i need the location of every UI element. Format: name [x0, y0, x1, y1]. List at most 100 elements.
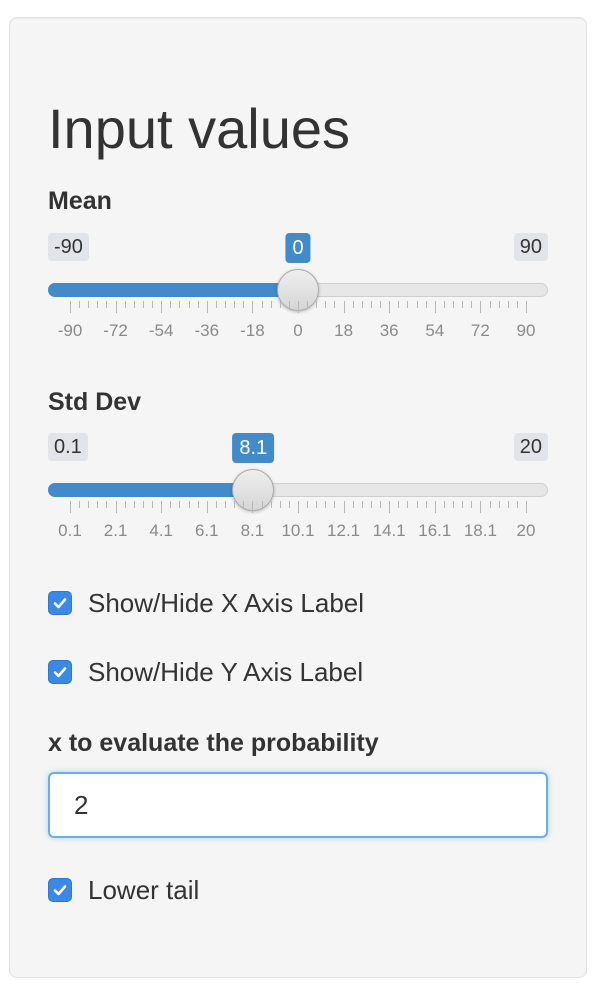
sd-minor-tick — [106, 501, 108, 508]
mean-minor-tick — [443, 301, 445, 308]
mean-minor-tick — [288, 301, 290, 308]
mean-minor-tick — [498, 301, 500, 308]
sd-minor-tick — [516, 501, 518, 508]
mean-major-tick — [298, 301, 299, 313]
mean-minor-tick — [261, 301, 263, 308]
sd-minor-tick — [152, 501, 154, 508]
sd-value-label: 8.1 — [232, 433, 275, 463]
mean-major-tick — [480, 301, 482, 313]
y-axis-label-checkbox-row[interactable]: Show/Hide Y Axis Label — [48, 657, 363, 687]
mean-minor-tick — [106, 301, 108, 308]
mean-tick-label: 54 — [425, 321, 445, 340]
mean-slider-fill — [48, 283, 298, 297]
x-axis-label-checkbox[interactable] — [48, 591, 72, 615]
mean-minor-tick — [197, 301, 199, 308]
lower-tail-checkbox[interactable] — [48, 878, 72, 902]
sd-minor-tick — [261, 501, 263, 508]
mean-minor-tick — [279, 301, 281, 308]
sd-tick-label: 10.1 — [281, 521, 315, 540]
mean-tick-label: 18 — [334, 321, 354, 340]
mean-minor-tick — [453, 301, 455, 308]
sd-major-tick — [389, 501, 391, 513]
sd-minor-tick — [462, 501, 464, 508]
mean-major-tick — [161, 301, 163, 313]
sd-tick-label: 16.1 — [418, 521, 452, 540]
mean-value-label: 0 — [285, 233, 311, 263]
sd-minor-tick — [279, 501, 281, 508]
mean-slider[interactable]: -90 90 0 -90 -72 -54 -36 -18 0 18 36 54 72 90 — [48, 233, 548, 353]
sd-minor-tick — [380, 501, 382, 508]
sd-minor-tick — [288, 501, 290, 508]
sd-minor-tick — [88, 501, 90, 508]
sd-minor-tick — [215, 501, 217, 508]
sd-minor-tick — [188, 501, 190, 508]
mean-minor-tick — [215, 301, 217, 308]
x-input-label: x to evaluate the probability — [48, 729, 379, 757]
mean-minor-tick — [462, 301, 464, 308]
mean-minor-tick — [361, 301, 363, 308]
sd-major-tick — [298, 501, 299, 513]
mean-tick-label: -54 — [148, 321, 174, 340]
sd-minor-tick — [370, 501, 372, 508]
mean-minor-tick — [516, 301, 518, 308]
sd-tick-label: 4.1 — [149, 521, 174, 540]
checkmark-icon — [53, 667, 67, 678]
x-value-input[interactable] — [48, 772, 548, 838]
mean-minor-tick — [407, 301, 409, 308]
std-dev-slider[interactable]: 0.1 20 8.1 0.1 2.1 4.1 6.1 8.1 10.1 12.1 14.1 16… — [48, 433, 548, 553]
sd-minor-tick — [407, 501, 409, 508]
sd-minor-tick — [489, 501, 491, 508]
mean-minor-tick — [88, 301, 90, 308]
sd-major-tick — [526, 501, 527, 513]
sd-minor-tick — [124, 501, 126, 508]
x-axis-label-checkbox-row[interactable]: Show/Hide X Axis Label — [48, 588, 364, 618]
sd-tick-label: 14.1 — [372, 521, 406, 540]
x-axis-label-checkbox-label: Show/Hide X Axis Label — [88, 587, 365, 618]
mean-major-tick — [526, 301, 527, 313]
mean-minor-tick — [352, 301, 354, 308]
sd-tick-label: 6.1 — [194, 521, 219, 540]
sd-major-tick — [434, 501, 436, 513]
sd-tick-label: 0.1 — [58, 521, 82, 540]
mean-tick-label: -72 — [103, 321, 128, 340]
sd-tick-label: 2.1 — [103, 521, 128, 540]
sd-tick-label: 8.1 — [240, 521, 265, 540]
mean-minor-tick — [79, 301, 81, 308]
y-axis-label-checkbox[interactable] — [48, 660, 72, 684]
y-axis-label-checkbox-label: Show/Hide Y Axis Label — [88, 656, 364, 687]
mean-minor-tick — [489, 301, 491, 308]
sd-minor-tick — [498, 501, 500, 508]
sd-minor-tick — [79, 501, 81, 508]
sd-major-tick — [70, 501, 71, 513]
lower-tail-checkbox-label: Lower tail — [88, 874, 200, 905]
mean-tick-label: -90 — [57, 321, 83, 340]
sd-minor-tick — [416, 501, 418, 508]
mean-minor-tick — [188, 301, 190, 308]
mean-minor-tick — [471, 301, 473, 308]
sd-minor-tick — [325, 501, 327, 508]
sd-minor-tick — [270, 501, 272, 508]
mean-minor-tick — [398, 301, 400, 308]
sd-major-tick — [480, 501, 482, 513]
sd-minor-tick — [142, 501, 144, 508]
sd-minor-tick — [97, 501, 99, 508]
sd-minor-tick — [225, 501, 227, 508]
mean-minor-tick — [133, 301, 135, 308]
mean-tick-label: 0 — [293, 321, 303, 340]
lower-tail-checkbox-row[interactable]: Lower tail — [48, 875, 199, 905]
mean-minor-tick — [179, 301, 181, 308]
mean-minor-tick — [325, 301, 327, 308]
sd-tick-label: 20 — [516, 521, 536, 540]
mean-major-tick — [389, 301, 391, 313]
sd-minor-tick — [179, 501, 181, 508]
mean-minor-tick — [307, 301, 309, 308]
mean-minor-tick — [243, 301, 245, 308]
sd-minor-tick — [243, 501, 245, 508]
mean-major-tick — [343, 301, 345, 313]
sd-minor-tick — [234, 501, 236, 508]
sd-major-tick — [252, 501, 254, 513]
sd-major-tick — [343, 501, 345, 513]
mean-minor-tick — [225, 301, 227, 308]
mean-minor-tick — [234, 301, 236, 308]
sd-minor-tick — [361, 501, 363, 508]
